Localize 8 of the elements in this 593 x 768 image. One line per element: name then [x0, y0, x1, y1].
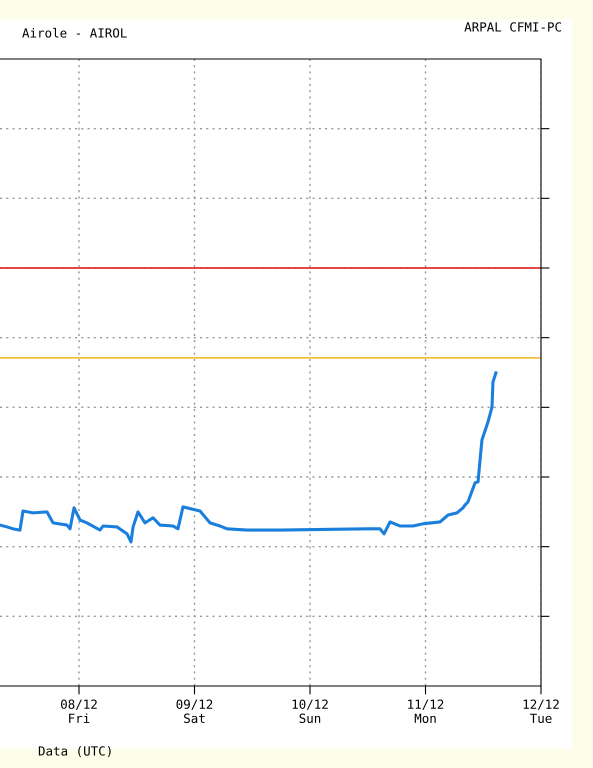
text: ARPAL CFMI-PC	[464, 22, 562, 32]
chart-title: Airole - AIROL	[22, 28, 127, 38]
x-tick-label: 12/12 Tue	[524, 699, 559, 724]
x-tick-label: 09/12 Sat	[176, 699, 212, 724]
x-tick-label: 10/12 Sun	[292, 699, 328, 724]
x-axis-title: Data (UTC)	[38, 746, 111, 758]
x-tick-label: 08/12 Fri	[61, 699, 97, 723]
x-tick-label: 11/12 Mon	[408, 699, 444, 724]
